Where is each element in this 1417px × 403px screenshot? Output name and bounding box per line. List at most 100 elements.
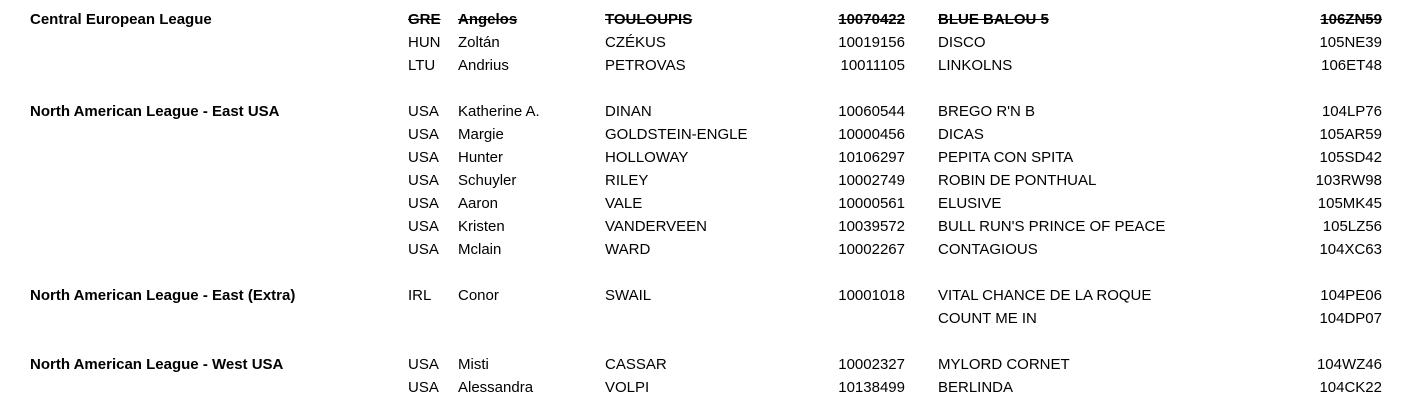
country-code: USA [408, 103, 439, 120]
horse-fei-id: 106ET48 [1321, 57, 1382, 74]
athlete-last-name: DINAN [605, 103, 652, 120]
horse-name: DISCO [938, 34, 986, 51]
horse-name: VITAL CHANCE DE LA ROQUE [938, 287, 1152, 304]
horse-fei-id: 104CK22 [1319, 379, 1382, 396]
athlete-fei-id: 10002267 [838, 241, 905, 258]
table-row: COUNT ME IN 104DP07 [30, 307, 1417, 330]
table-row: USA Mclain WARD 10002267 CONTAGIOUS 104X… [30, 238, 1417, 261]
league-name: North American League - East (Extra) [30, 287, 296, 304]
table-row: Central European League GRE Angelos TOUL… [30, 8, 1417, 31]
table-row: USA Kristen VANDERVEEN 10039572 BULL RUN… [30, 215, 1417, 238]
horse-fei-id: 105AR59 [1319, 126, 1382, 143]
table-row: USA Margie GOLDSTEIN-ENGLE 10000456 DICA… [30, 123, 1417, 146]
athlete-fei-id: 10039572 [838, 218, 905, 235]
athlete-first-name: Hunter [458, 149, 504, 166]
athlete-first-name: Margie [458, 126, 504, 143]
horse-fei-id: 103RW98 [1315, 172, 1382, 189]
table-row: USA Aaron VALE 10000561 ELUSIVE 105MK45 [30, 192, 1417, 215]
athlete-last-name: TOULOUPIS [605, 11, 693, 28]
athlete-first-name: Katherine A. [458, 103, 540, 120]
horse-name: BREGO R'N B [938, 103, 1036, 120]
table-row: North American League - West USA USA Mis… [30, 353, 1417, 376]
league-group: North American League - East (Extra) IRL… [30, 284, 1417, 330]
athlete-last-name: WARD [605, 241, 651, 258]
league-groups-container: Central European League GRE Angelos TOUL… [30, 8, 1417, 399]
league-name: North American League - West USA [30, 356, 284, 373]
athlete-first-name: Mclain [458, 241, 502, 258]
athlete-last-name: VALE [605, 195, 643, 212]
table-row: HUN Zoltán CZÉKUS 10019156 DISCO 105NE39 [30, 31, 1417, 54]
table-row: North American League - East USA USA Kat… [30, 100, 1417, 123]
athlete-fei-id: 10002749 [838, 172, 905, 189]
horse-name: COUNT ME IN [938, 310, 1037, 327]
horse-name: ROBIN DE PONTHUAL [938, 172, 1097, 189]
horse-name: BLUE BALOU 5 [938, 11, 1049, 28]
athlete-last-name: HOLLOWAY [605, 149, 689, 166]
athlete-first-name: Schuyler [458, 172, 517, 189]
country-code: USA [408, 356, 439, 373]
horse-name: BERLINDA [938, 379, 1014, 396]
athlete-fei-id: 10002327 [838, 356, 905, 373]
athlete-fei-id: 10000561 [838, 195, 905, 212]
country-code: HUN [408, 34, 441, 51]
horse-name: BULL RUN'S PRINCE OF PEACE [938, 218, 1166, 235]
horse-fei-id: 105LZ56 [1322, 218, 1382, 235]
horse-fei-id: 104DP07 [1319, 310, 1382, 327]
horse-name: DICAS [938, 126, 984, 143]
horse-fei-id: 105SD42 [1319, 149, 1382, 166]
country-code: USA [408, 126, 439, 143]
athlete-last-name: SWAIL [605, 287, 652, 304]
table-row: USA Hunter HOLLOWAY 10106297 PEPITA CON … [30, 146, 1417, 169]
athlete-last-name: CZÉKUS [605, 34, 666, 51]
horse-fei-id: 104XC63 [1319, 241, 1382, 258]
country-code: USA [408, 218, 439, 235]
athlete-fei-id: 10138499 [838, 379, 905, 396]
athlete-fei-id: 10106297 [838, 149, 905, 166]
horse-name: CONTAGIOUS [938, 241, 1038, 258]
horse-name: LINKOLNS [938, 57, 1013, 74]
horse-fei-id: 105NE39 [1319, 34, 1382, 51]
country-code: LTU [408, 57, 436, 74]
league-name: North American League - East USA [30, 103, 280, 120]
table-row: LTU Andrius PETROVAS 10011105 LINKOLNS 1… [30, 54, 1417, 77]
horse-fei-id: 106ZN59 [1320, 11, 1382, 28]
athlete-first-name: Conor [458, 287, 499, 304]
athlete-last-name: GOLDSTEIN-ENGLE [605, 126, 748, 143]
athlete-first-name: Kristen [458, 218, 505, 235]
athlete-first-name: Andrius [458, 57, 509, 74]
horse-fei-id: 105MK45 [1317, 195, 1382, 212]
league-group: North American League - East USA USA Kat… [30, 100, 1417, 261]
country-code: USA [408, 241, 439, 258]
country-code: USA [408, 149, 439, 166]
athlete-last-name: VANDERVEEN [605, 218, 707, 235]
athlete-fei-id: 10060544 [838, 103, 905, 120]
athlete-first-name: Angelos [458, 11, 518, 28]
table-row: North American League - East (Extra) IRL… [30, 284, 1417, 307]
country-code: IRL [408, 287, 432, 304]
athlete-last-name: VOLPI [605, 379, 650, 396]
athlete-first-name: Zoltán [458, 34, 500, 51]
athlete-last-name: RILEY [605, 172, 649, 189]
country-code: USA [408, 172, 439, 189]
horse-fei-id: 104WZ46 [1316, 356, 1382, 373]
athlete-fei-id: 10070422 [838, 11, 905, 28]
table-row: USA Schuyler RILEY 10002749 ROBIN DE PON… [30, 169, 1417, 192]
country-code: USA [408, 379, 439, 396]
athlete-first-name: Aaron [458, 195, 499, 212]
league-group: Central European League GRE Angelos TOUL… [30, 8, 1417, 77]
horse-fei-id: 104PE06 [1320, 287, 1382, 304]
league-name: Central European League [30, 11, 212, 28]
athlete-fei-id: 10001018 [838, 287, 905, 304]
country-code: USA [408, 195, 439, 212]
league-group: North American League - West USA USA Mis… [30, 353, 1417, 399]
athlete-fei-id: 10011105 [840, 57, 905, 74]
horse-name: ELUSIVE [938, 195, 1002, 212]
country-code: GRE [408, 11, 441, 28]
horse-fei-id: 104LP76 [1321, 103, 1382, 120]
athlete-first-name: Misti [458, 356, 489, 373]
horse-name: MYLORD CORNET [938, 356, 1070, 373]
athlete-first-name: Alessandra [458, 379, 534, 396]
athlete-last-name: PETROVAS [605, 57, 686, 74]
horse-name: PEPITA CON SPITA [938, 149, 1074, 166]
